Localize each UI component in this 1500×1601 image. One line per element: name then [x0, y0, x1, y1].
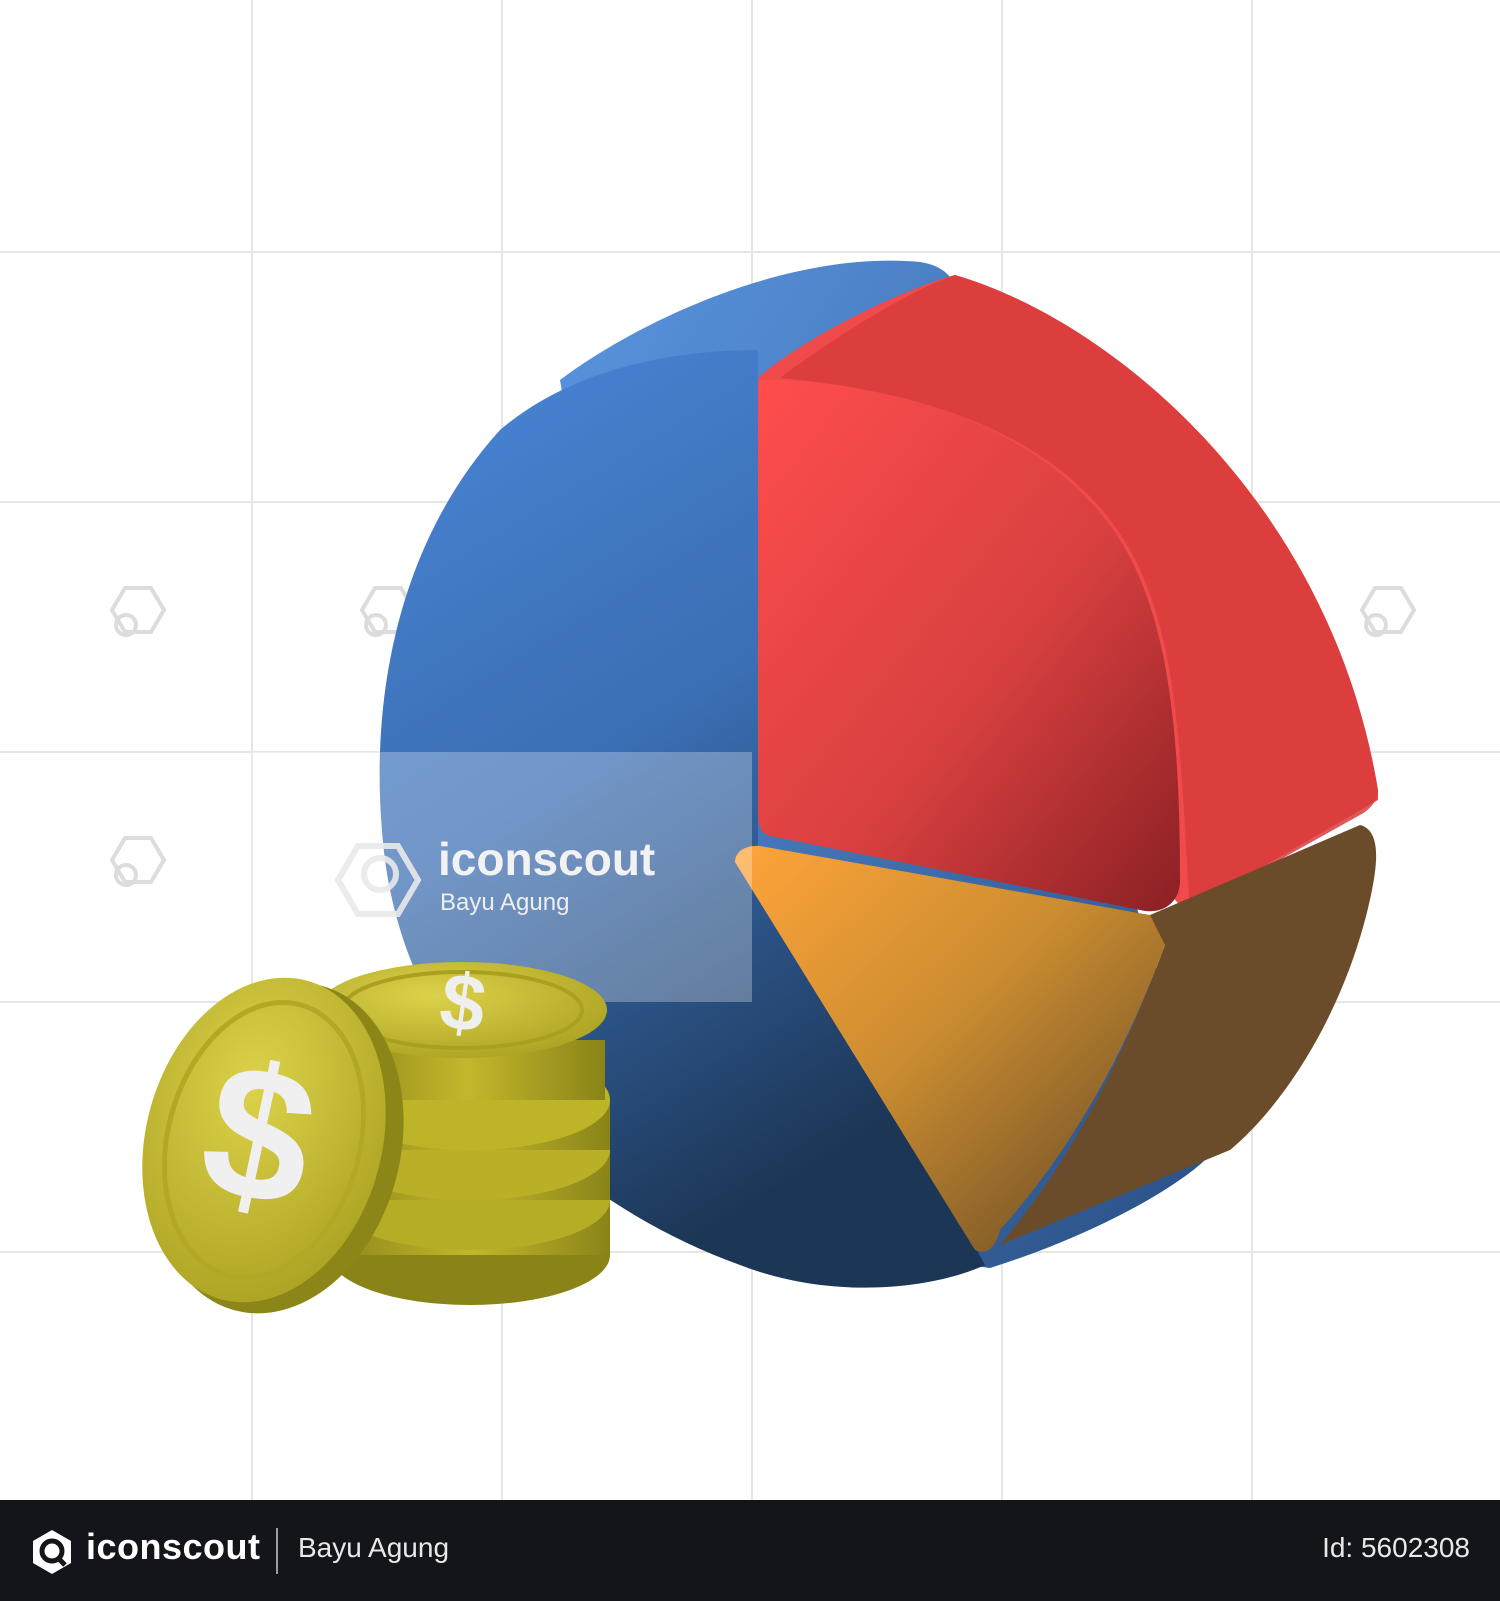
footer-asset-id: Id: 5602308 — [1322, 1532, 1470, 1563]
watermark-box: iconscout Bayu Agung — [252, 752, 752, 1002]
footer-author[interactable]: Bayu Agung — [298, 1532, 450, 1563]
pie-orange-depth — [1000, 825, 1377, 1245]
iconscout-logo-icon — [33, 1530, 71, 1574]
front-coin — [142, 977, 386, 1303]
stack-top-coin — [317, 962, 607, 1058]
watermark-brand: iconscout — [438, 833, 655, 885]
coin-stack-icon: $ $ — [142, 955, 610, 1314]
pie-orange-slice — [735, 845, 1167, 1252]
illustration-svg: iconscout Bayu Agung $ $ — [0, 0, 1500, 1500]
footer-brand[interactable]: iconscout — [86, 1526, 261, 1567]
pie-red-slice — [758, 380, 1180, 912]
footer-bar: iconscout Bayu Agung Id: 5602308 — [0, 1500, 1500, 1601]
watermark-author: Bayu Agung — [440, 889, 569, 916]
pie-red-top — [780, 275, 1378, 910]
footer-divider — [276, 1528, 278, 1574]
illustration-canvas: iconscout Bayu Agung $ $ — [0, 0, 1500, 1500]
